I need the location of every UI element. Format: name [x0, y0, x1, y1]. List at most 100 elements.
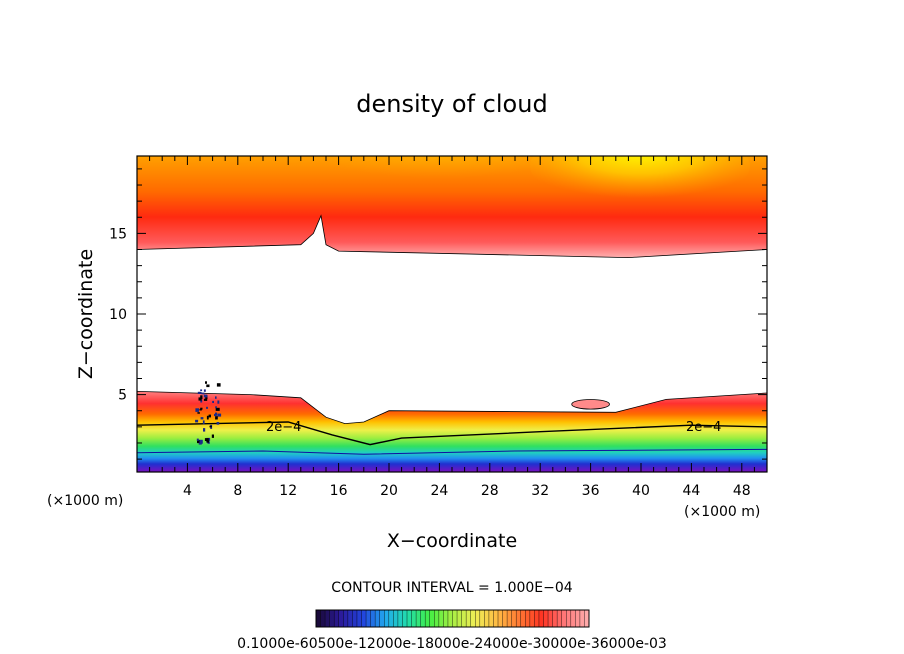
- colorbar-swatch: [520, 610, 526, 627]
- colorbar-swatch: [525, 610, 531, 627]
- colorbar-swatch: [584, 610, 590, 627]
- x-tick-label: 12: [279, 483, 297, 499]
- speckle: [212, 400, 214, 403]
- speckle: [202, 420, 205, 425]
- lower-boundary-contour: [137, 391, 767, 425]
- colorbar-swatch: [402, 610, 408, 627]
- colorbar-swatch: [534, 610, 540, 627]
- colorbar-swatch: [457, 610, 462, 627]
- colorbar-swatch: [356, 610, 362, 627]
- speckle: [203, 394, 208, 398]
- speckle: [217, 400, 220, 404]
- y-tick-label: 5: [118, 388, 127, 404]
- colorbar-swatch: [561, 610, 567, 627]
- contour-label-right: 2e−4: [686, 420, 721, 435]
- colorbar-swatch: [566, 610, 572, 627]
- colorbar-swatch: [484, 610, 490, 627]
- speckle: [216, 422, 220, 425]
- speckle: [197, 391, 202, 394]
- plot-area: [136, 155, 768, 473]
- colorbar-swatch: [570, 610, 576, 627]
- colorbar-swatch: [388, 610, 394, 627]
- x-tick-label: 44: [682, 483, 700, 499]
- speckle: [200, 395, 203, 400]
- y-tick-label: 15: [109, 226, 127, 242]
- speckle: [203, 398, 208, 401]
- x-tick-label: 28: [481, 483, 499, 499]
- colorbar-swatch: [379, 610, 385, 627]
- speckle: [200, 389, 203, 391]
- contour-interval-text: CONTOUR INTERVAL = 1.000E−04: [331, 580, 572, 596]
- speckle: [201, 392, 205, 395]
- colorbar-swatch: [493, 610, 499, 627]
- colorbar-swatch: [557, 610, 562, 627]
- colorbar-swatch: [420, 610, 426, 627]
- speckle: [217, 413, 222, 417]
- speckle: [196, 438, 199, 441]
- colorbar-swatch: [343, 610, 349, 627]
- y-tick-label: 10: [109, 307, 127, 323]
- colorbar-labels: 0.1000e-60500e-12000e-18000e-24000e-3000…: [237, 636, 667, 652]
- speckle: [197, 412, 200, 414]
- contour-line-2e-4: [137, 421, 767, 446]
- colorbar-swatch: [447, 610, 453, 627]
- upper-yellow-core: [530, 156, 750, 206]
- contour-fields: [137, 156, 767, 472]
- colorbar-swatch: [461, 610, 467, 627]
- speckle: [203, 389, 206, 392]
- colorbar-swatch: [329, 610, 335, 627]
- speckle: [215, 416, 218, 420]
- speckle: [195, 408, 199, 412]
- colorbar-swatch: [529, 610, 535, 627]
- speckle: [215, 407, 220, 411]
- colorbar-swatch: [316, 610, 321, 627]
- colorbar-swatch: [488, 610, 494, 627]
- speckle: [205, 381, 207, 384]
- colorbar-swatch: [352, 610, 358, 627]
- colorbar-swatch: [425, 610, 431, 627]
- speckle: [206, 415, 209, 420]
- x-tick-label: 20: [380, 483, 398, 499]
- upper-orange-core: [320, 156, 560, 190]
- y-tick-labels: 5 10 15: [109, 226, 127, 403]
- speckle: [199, 408, 202, 411]
- speckle: [206, 384, 210, 388]
- contour-line-low: [137, 448, 767, 455]
- x-tick-label: 48: [733, 483, 751, 499]
- small-cloud-patch: [571, 399, 610, 410]
- speckle: [200, 399, 203, 403]
- speckle: [204, 438, 209, 441]
- speckle: [216, 383, 221, 387]
- x-unit-label-left: (×1000 m): [47, 493, 123, 509]
- colorbar-swatch: [366, 610, 371, 627]
- colorbar-swatch: [538, 610, 544, 627]
- colorbar-swatch: [375, 610, 380, 627]
- speckle: [200, 417, 204, 420]
- convective-speckle-cluster: [195, 381, 222, 445]
- colorbar-swatch: [516, 610, 522, 627]
- colorbar-swatch: [411, 610, 417, 627]
- colorbar-swatch: [466, 610, 471, 627]
- colorbar-swatch: [347, 610, 353, 627]
- colorbar-swatch: [479, 610, 485, 627]
- x-tick-label: 36: [582, 483, 600, 499]
- speckle: [198, 397, 202, 401]
- colorbar-swatch: [370, 610, 376, 627]
- speckle: [208, 414, 211, 418]
- colorbar-swatch: [475, 610, 481, 627]
- colorbar-swatch: [543, 610, 549, 627]
- x-tick-label: 24: [430, 483, 448, 499]
- colorbar-swatch: [548, 610, 553, 627]
- speckle: [198, 442, 202, 445]
- upper-boundary-contour: [137, 214, 767, 259]
- colorbar-swatch: [579, 610, 585, 627]
- x-axis-label: X−coordinate: [387, 530, 517, 552]
- colorbar-swatch: [407, 610, 412, 627]
- speckle: [203, 428, 206, 432]
- speckle: [199, 439, 203, 444]
- x-tick-labels: 4 8 12 16 20 24 28 32 36 40 44 48: [183, 483, 751, 499]
- colorbar-swatch: [320, 610, 326, 627]
- colorbar-swatch: [334, 610, 340, 627]
- speckle: [200, 407, 203, 410]
